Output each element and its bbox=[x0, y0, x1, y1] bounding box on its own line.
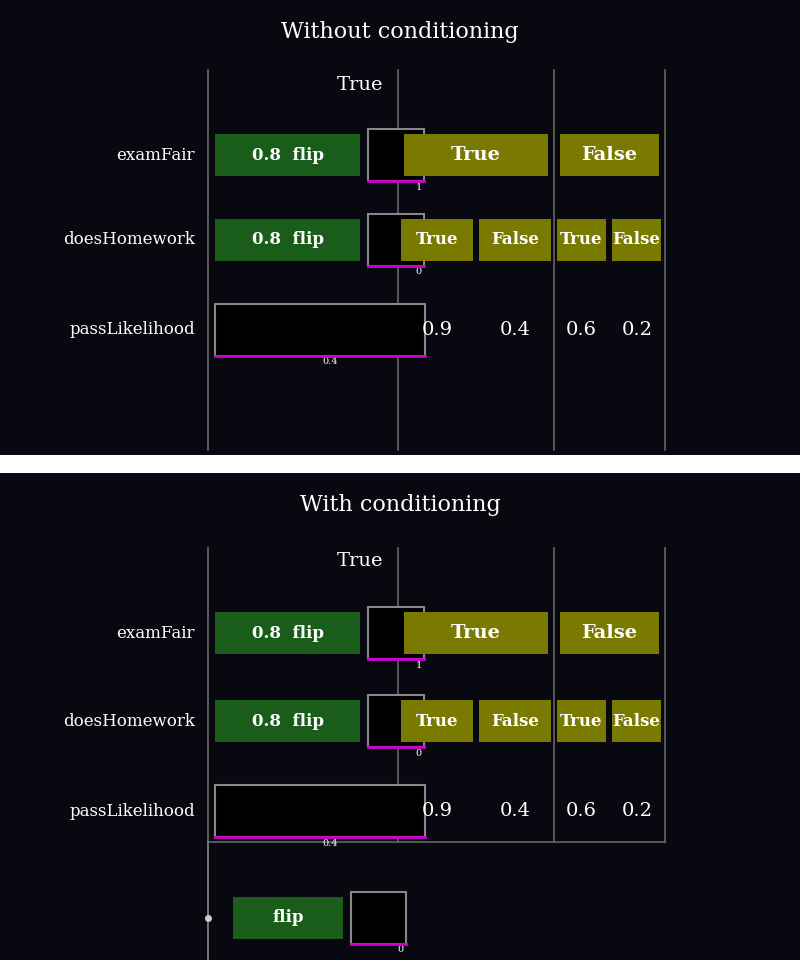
Text: Without conditioning: Without conditioning bbox=[281, 21, 519, 43]
Bar bbox=[215, 134, 360, 176]
Text: passLikelihood: passLikelihood bbox=[70, 803, 195, 820]
Text: False: False bbox=[491, 712, 539, 730]
Bar bbox=[215, 785, 425, 837]
Bar bbox=[612, 219, 661, 261]
Text: 0.8  flip: 0.8 flip bbox=[251, 625, 323, 641]
Bar bbox=[479, 219, 551, 261]
Text: True: True bbox=[451, 624, 501, 642]
Text: False: False bbox=[613, 231, 661, 249]
Text: 0.8  flip: 0.8 flip bbox=[251, 147, 323, 163]
Text: False: False bbox=[582, 624, 638, 642]
Text: False: False bbox=[582, 146, 638, 164]
Text: With conditioning: With conditioning bbox=[300, 494, 500, 516]
Text: doesHomework: doesHomework bbox=[63, 712, 195, 730]
Text: 1: 1 bbox=[416, 182, 422, 191]
Text: 0.4: 0.4 bbox=[499, 321, 530, 339]
Text: True: True bbox=[337, 76, 383, 94]
Bar bbox=[368, 607, 424, 659]
Text: 1: 1 bbox=[416, 660, 422, 669]
Text: True: True bbox=[416, 231, 458, 249]
Text: doesHomework: doesHomework bbox=[63, 231, 195, 249]
Bar bbox=[401, 700, 473, 742]
Bar bbox=[404, 612, 548, 654]
Text: 0.8  flip: 0.8 flip bbox=[251, 231, 323, 249]
Bar bbox=[368, 695, 424, 747]
Bar bbox=[557, 700, 606, 742]
Bar bbox=[368, 214, 424, 266]
Text: True: True bbox=[337, 552, 383, 570]
Text: True: True bbox=[416, 712, 458, 730]
Text: 0.2: 0.2 bbox=[622, 802, 653, 820]
Bar bbox=[368, 129, 424, 181]
Bar bbox=[215, 219, 360, 261]
Text: 0.8  flip: 0.8 flip bbox=[251, 712, 323, 730]
Text: 0: 0 bbox=[416, 268, 422, 276]
Text: False: False bbox=[491, 231, 539, 249]
Bar bbox=[233, 897, 343, 939]
Bar bbox=[557, 219, 606, 261]
Text: False: False bbox=[613, 712, 661, 730]
Text: 0.4: 0.4 bbox=[322, 357, 338, 367]
Bar bbox=[479, 700, 551, 742]
Bar bbox=[215, 612, 360, 654]
Text: 0.9: 0.9 bbox=[422, 321, 453, 339]
Bar bbox=[401, 219, 473, 261]
Bar bbox=[560, 134, 659, 176]
Text: examFair: examFair bbox=[117, 147, 195, 163]
Text: True: True bbox=[451, 146, 501, 164]
Text: flip: flip bbox=[272, 909, 304, 926]
Text: 0.4: 0.4 bbox=[499, 802, 530, 820]
Bar bbox=[351, 892, 406, 944]
Bar bbox=[612, 700, 661, 742]
Text: True: True bbox=[560, 712, 602, 730]
Bar bbox=[560, 612, 659, 654]
Text: 0.4: 0.4 bbox=[322, 838, 338, 848]
Bar bbox=[215, 304, 425, 356]
Bar bbox=[404, 134, 548, 176]
Text: 0.6: 0.6 bbox=[566, 802, 597, 820]
Text: 0: 0 bbox=[398, 946, 404, 954]
Text: 0.9: 0.9 bbox=[422, 802, 453, 820]
Text: examFair: examFair bbox=[117, 625, 195, 641]
Text: 0.6: 0.6 bbox=[566, 321, 597, 339]
Text: 0.2: 0.2 bbox=[622, 321, 653, 339]
Bar bbox=[0, 455, 800, 473]
Bar bbox=[215, 700, 360, 742]
Text: True: True bbox=[560, 231, 602, 249]
Text: passLikelihood: passLikelihood bbox=[70, 322, 195, 339]
Text: 0: 0 bbox=[416, 749, 422, 757]
